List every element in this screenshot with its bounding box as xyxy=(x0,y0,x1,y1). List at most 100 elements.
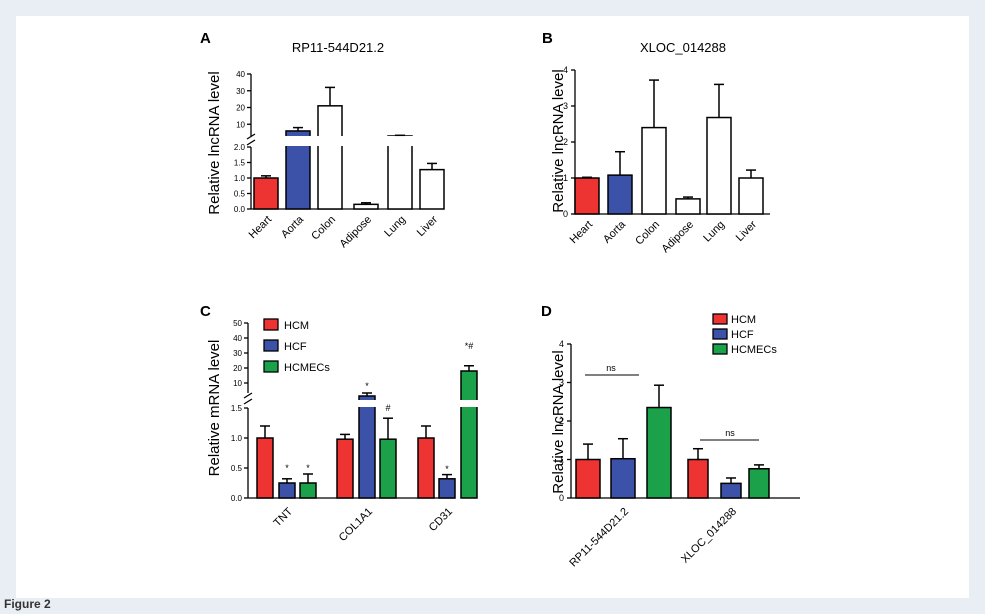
panel-a-bar-colon xyxy=(317,105,343,210)
panel-b-bar-adipose xyxy=(675,198,701,215)
panel-c-bar-break-gap xyxy=(358,400,376,407)
panel-a-bar-liver xyxy=(419,168,445,210)
panel-b-category-label: Colon xyxy=(633,219,662,248)
panel-a-bar-adipose xyxy=(353,203,379,210)
panel-b-category-label: Heart xyxy=(568,219,596,247)
panel-a-tick-label: 20 xyxy=(236,104,245,113)
panel-c-bar-col1a1-hcmecs xyxy=(379,438,397,499)
panel-c-tick-label: 20 xyxy=(233,364,242,373)
panel-d-tick-label: 3 xyxy=(559,378,564,388)
panel-a-axis-break-mark-2 xyxy=(246,139,256,146)
panel-b-tick-label: 2 xyxy=(563,137,568,147)
panel-d-bar-rp11-544d21.2-hcmecs xyxy=(646,406,672,499)
panel-b-bar-colon xyxy=(641,126,667,215)
panel-c-bar-break-gap xyxy=(460,400,478,407)
panel-d-tick-label: 2 xyxy=(559,416,564,426)
panel-c-significance-mark: # xyxy=(385,403,390,413)
panel-a-tick-label: 0.5 xyxy=(234,190,246,199)
panel-d-legend-swatch-hcm xyxy=(712,313,728,325)
panel-b-category-label: Aorta xyxy=(601,218,629,246)
panel-c-tick-label: 0.5 xyxy=(231,464,243,473)
panel-d-legend-swatch-hcmecs xyxy=(712,343,728,355)
panel-a-title: RP11-544D21.2 xyxy=(292,40,384,55)
panel-b-tick-label: 0 xyxy=(563,209,568,219)
panel-d-ns-label: ns xyxy=(606,363,616,373)
panel-c-tick-label: 1.5 xyxy=(231,404,243,413)
panel-b-tick-label: 1 xyxy=(563,173,568,183)
panel-a-axis-break-mark-1 xyxy=(246,133,256,140)
panel-a-bar-break-gap xyxy=(387,136,413,146)
panel-d-ylabel: Relative lncRNA level xyxy=(550,350,567,493)
panel-b-category-label: Lung xyxy=(701,219,727,245)
panel-c-category-label: TNT xyxy=(272,505,296,529)
panel-d-legend-swatch-hcf xyxy=(712,328,728,340)
panel-c-significance-mark: *# xyxy=(465,341,474,351)
panel-c-legend-swatch-hcmecs xyxy=(263,360,279,373)
panel-a-category-label: Liver xyxy=(415,213,441,239)
panel-c-tick-label: 10 xyxy=(233,379,242,388)
panel-c-tick-label: 50 xyxy=(233,319,242,328)
panel-a-category-label: Colon xyxy=(309,214,338,243)
panel-c-tick-label: 1.0 xyxy=(231,434,243,443)
panel-d-ns-label: ns xyxy=(725,428,735,438)
panel-c-category-label: CD31 xyxy=(427,506,455,534)
panel-a-tick-label: 10 xyxy=(236,120,245,129)
panel-c-axis-break-mark-1 xyxy=(243,392,253,399)
panel-c-bar-col1a1-hcm xyxy=(336,438,354,499)
panel-a-category-label: Adipose xyxy=(338,214,375,251)
panel-a-category-label: Lung xyxy=(382,214,408,240)
panel-c-axis-break-mark-2 xyxy=(243,398,253,405)
panel-c-ylabel: Relative mRNA level xyxy=(206,340,223,477)
panel-b-bar-aorta xyxy=(607,174,633,215)
panel-b-bar-heart xyxy=(574,177,600,215)
panel-d-legend-label: HCF xyxy=(731,329,754,341)
panel-c-bar-tnt-hcm xyxy=(256,437,274,499)
panel-b-ylabel: Relative lncRNA level xyxy=(550,69,567,212)
panel-c-tick-label: 0.0 xyxy=(231,494,243,503)
panel-c-legend-label: HCF xyxy=(284,341,307,353)
panel-a-category-label: Aorta xyxy=(279,213,307,241)
panel-d-bar-rp11-544d21.2-hcf xyxy=(610,457,636,499)
panel-a-bar-break-gap xyxy=(317,136,343,146)
panel-c-bar-tnt-hcmecs xyxy=(299,482,317,499)
panel-c-significance-mark: * xyxy=(445,464,449,474)
panel-a-tick-label: 1.5 xyxy=(234,159,246,168)
panel-c-legend-swatch-hcf xyxy=(263,339,279,352)
panel-d-legend-label: HCMECs xyxy=(731,344,777,356)
panel-c-bar-cd31-hcf xyxy=(438,478,456,499)
panel-d-bar-xloc_014288-hcf xyxy=(720,482,742,499)
panel-b-bar-liver xyxy=(738,177,764,215)
panel-c-legend-label: HCMECs xyxy=(284,362,330,374)
panel-b-category-label: Adipose xyxy=(660,219,697,256)
panel-c-significance-mark: * xyxy=(365,381,369,391)
figure-caption-stub: Figure 2 xyxy=(4,597,51,611)
panel-c-legend-label: HCM xyxy=(284,320,309,332)
panel-a-ylabel: Relative lncRNA level xyxy=(206,71,223,214)
panel-d-tick-label: 1 xyxy=(559,455,564,465)
panel-c-tick-label: 30 xyxy=(233,349,242,358)
panel-d-category-label: XLOC_014288 xyxy=(679,506,739,566)
panel-d-legend-label: HCM xyxy=(731,314,756,326)
panel-d-letter: D xyxy=(541,303,552,320)
panel-a-tick-label: 30 xyxy=(236,87,245,96)
panel-b-bar-lung xyxy=(706,116,732,215)
panel-d-bar-xloc_014288-hcm xyxy=(687,458,709,499)
panel-d-bar-xloc_014288-hcmecs xyxy=(748,467,770,499)
panel-a-tick-label: 40 xyxy=(236,70,245,79)
panel-c-tick-label: 40 xyxy=(233,334,242,343)
figure-frame: A RP11-544D21.2 Relative lncRNA level 0.0 0.… xyxy=(16,16,969,598)
panel-a-tick-label: 1.0 xyxy=(234,174,246,183)
panel-c-bar-cd31-hcm xyxy=(417,437,435,499)
panel-c-bar-cd31-hcmecs xyxy=(460,370,478,499)
panel-d-bar-rp11-544d21.2-hcm xyxy=(575,458,601,499)
panel-a-bar-lung xyxy=(387,135,413,210)
panel-a-letter: A xyxy=(200,30,211,47)
panel-d-category-label: RP11-544D21.2 xyxy=(567,506,631,570)
panel-b-tick-label: 4 xyxy=(563,65,568,75)
panel-b-letter: B xyxy=(542,30,553,47)
panel-b-category-label: Liver xyxy=(734,218,760,244)
panel-a-bar-break-gap xyxy=(285,136,311,146)
panel-c-significance-mark: * xyxy=(285,463,289,473)
panel-d-tick-label: 4 xyxy=(559,339,564,349)
